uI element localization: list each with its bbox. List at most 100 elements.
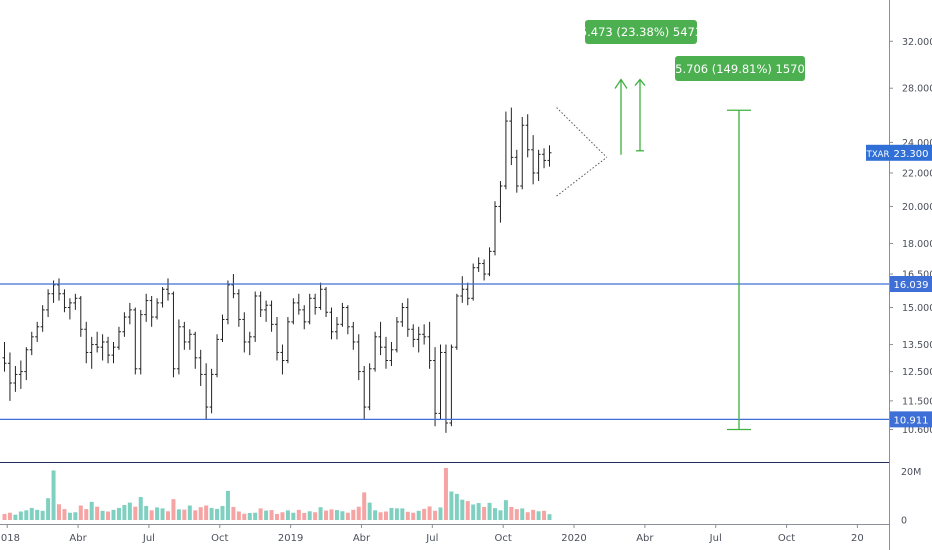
- measure-long[interactable]: 15.706 (149.81%) 15706: [668, 56, 812, 431]
- triangle-upper-trendline[interactable]: [556, 107, 608, 158]
- volume-bar: [116, 507, 121, 520]
- volume-bar: [138, 497, 143, 520]
- volume-bar: [493, 508, 497, 520]
- ohlc-bar: [122, 312, 127, 337]
- volume-bar: [171, 499, 176, 520]
- ohlc-bar: [362, 366, 367, 420]
- ohlc-bar: [427, 321, 432, 369]
- ohlc-bar: [422, 324, 427, 345]
- triangle-pattern[interactable]: [556, 107, 608, 197]
- volume-bar: [329, 509, 334, 520]
- ohlc-bar: [498, 181, 503, 223]
- volume-bar: [422, 508, 427, 520]
- volume-bar: [394, 508, 399, 520]
- volume-bar: [433, 510, 438, 520]
- volume-bar: [264, 510, 269, 520]
- volume-bar: [2, 513, 7, 520]
- time-axis-label: Oct: [778, 533, 795, 544]
- ohlc-bar: [471, 263, 476, 301]
- ohlc-bar: [318, 282, 323, 310]
- price-axis-label: 11.500: [902, 396, 932, 407]
- ohlc-bar: [215, 334, 220, 378]
- volume-axis-label: 0: [901, 516, 907, 527]
- ohlc-bar: [443, 344, 448, 433]
- ohlc-bar: [487, 247, 492, 277]
- ohlc-bar: [291, 298, 296, 325]
- volume-bar: [362, 492, 367, 520]
- measure-tools[interactable]: 5.473 (23.38%) 5473 15.706 (149.81%) 1570…: [580, 20, 812, 431]
- ohlc-bar: [95, 331, 100, 353]
- ohlc-bar: [394, 317, 399, 353]
- ohlc-bar: [204, 363, 209, 420]
- ohlc-bar: [133, 307, 138, 375]
- volume-bar: [307, 511, 312, 520]
- ohlc-bar: [247, 331, 252, 356]
- volume-bar: [460, 499, 465, 520]
- volume-pane: [2, 468, 552, 520]
- ohlc-bar: [296, 293, 301, 315]
- volume-bar: [416, 510, 421, 520]
- volume-bar: [78, 505, 83, 520]
- time-axis-label: Jul: [142, 533, 155, 544]
- volume-bar: [100, 510, 105, 520]
- volume-bar: [247, 512, 252, 520]
- volume-bar: [503, 500, 508, 520]
- volume-bar: [95, 506, 100, 520]
- ohlc-bar: [116, 326, 121, 350]
- time-axis[interactable]: 2018 Abr Jul Oct 2019 Abr Jul Oct 2020 Abr Jul Oct 2…: [0, 524, 864, 544]
- ohlc-bar: [465, 282, 470, 306]
- measure-long-label: 15.706 (149.81%) 15706: [668, 62, 812, 76]
- ohlc-bar: [280, 344, 285, 375]
- volume-bar: [29, 507, 34, 520]
- ohlc-bar: [520, 116, 525, 190]
- volume-bar: [215, 508, 220, 520]
- volume-bar: [122, 505, 127, 520]
- volume-bar: [144, 505, 149, 520]
- horizontal-levels[interactable]: [0, 283, 889, 420]
- time-axis-label: Jul: [709, 533, 722, 544]
- ohlc-bar: [313, 293, 318, 315]
- triangle-lower-trendline[interactable]: [556, 156, 608, 197]
- ohlc-bar: [187, 329, 192, 350]
- support-price-tag-box: [890, 411, 932, 428]
- volume-axis: 20M 0: [901, 467, 921, 526]
- price-axis-label: 13.500: [902, 340, 932, 351]
- time-axis-label: 2020: [561, 533, 586, 544]
- measure-short[interactable]: 5.473 (23.38%) 5473: [580, 20, 702, 155]
- volume-bar: [253, 512, 258, 520]
- volume-bar: [291, 512, 296, 520]
- volume-bar: [35, 509, 40, 520]
- volume-bar: [133, 506, 138, 520]
- ohlc-bar: [13, 366, 18, 392]
- volume-bar: [482, 506, 487, 520]
- ohlc-bar: [209, 368, 214, 414]
- volume-bar: [471, 504, 476, 520]
- ohlc-bar: [373, 331, 378, 372]
- ohlc-bar: [449, 344, 454, 427]
- volume-bar: [204, 505, 209, 520]
- volume-bar: [13, 514, 18, 520]
- time-axis-label: Abr: [636, 533, 654, 544]
- ohlc-bar: [493, 201, 497, 256]
- price-tags: 16.039 10.911 TXAR 23.300: [866, 144, 932, 428]
- volume-bar: [542, 510, 547, 520]
- volume-bar: [340, 511, 345, 520]
- ohlc-bar: [307, 293, 312, 325]
- ohlc-bar: [160, 287, 165, 308]
- resistance-price-tag-value: 16.039: [894, 280, 929, 291]
- ohlc-bar: [193, 331, 198, 369]
- ohlc-bar: [84, 321, 89, 364]
- volume-bar: [514, 509, 519, 520]
- measure-short-label-box: [585, 20, 697, 44]
- price-axis[interactable]: 32.000 28.000 24.000 22.000 20.000 18.000 16.5…: [889, 37, 932, 436]
- volume-bar: [57, 504, 61, 520]
- ohlc-bar: [503, 111, 508, 190]
- volume-bar: [345, 512, 350, 520]
- volume-bar: [258, 508, 263, 520]
- ohlc-bar: [285, 317, 290, 364]
- ohlc-bar: [460, 276, 465, 303]
- volume-bar: [509, 506, 514, 520]
- volume-bar: [487, 502, 492, 520]
- ohlc-bar: [67, 298, 72, 320]
